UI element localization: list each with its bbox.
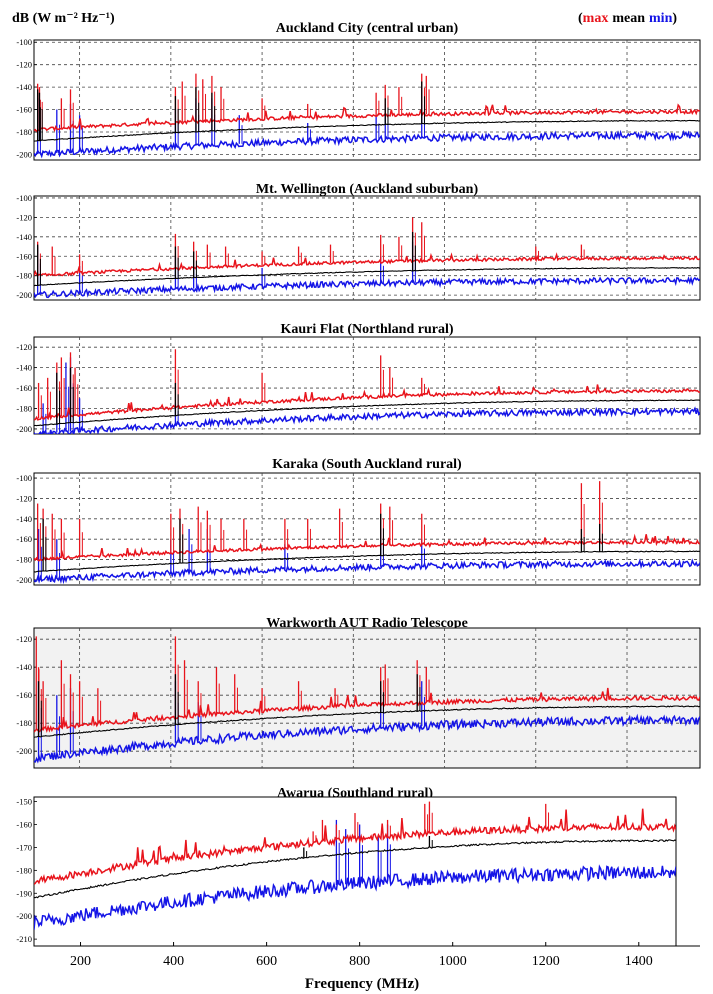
y-tick-label: -200 <box>16 424 32 434</box>
x-tick-label: 1000 <box>439 954 467 969</box>
y-tick-label: -160 <box>16 820 32 830</box>
series-mean-trace <box>34 119 700 142</box>
series-mean-trace <box>34 550 700 573</box>
y-tick-label: -100 <box>16 37 32 47</box>
series-min-trace <box>34 864 676 930</box>
y-tick-label: -160 <box>16 690 32 700</box>
y-tick-label: -190 <box>16 888 32 898</box>
legend-max: max <box>583 11 609 26</box>
y-tick-label: -180 <box>16 718 32 728</box>
y-tick-label: -140 <box>16 232 32 242</box>
y-tick-label: -200 <box>16 575 32 585</box>
panel-2: Mt. Wellington (Auckland suburban) -100 -1… <box>16 182 701 301</box>
y-tick-label: -200 <box>16 290 32 300</box>
y-tick-label: -120 <box>16 634 32 644</box>
y-tick-label: -160 <box>16 383 32 393</box>
panel-title: Mt. Wellington (Auckland suburban) <box>256 182 479 197</box>
panel-4: Karaka (South Auckland rural) -100 -120 -14… <box>16 457 701 586</box>
series-min-trace <box>34 713 700 764</box>
panel-title: Kauri Flat (Northland rural) <box>280 322 453 337</box>
y-tick-label: -180 <box>16 555 32 565</box>
series-mean-trace <box>34 399 700 427</box>
panel-3: Kauri Flat (Northland rural) -120 -140 -160… <box>16 322 701 435</box>
y-tick-label: -120 <box>16 212 32 222</box>
y-tick-label: -140 <box>16 82 32 92</box>
y-tick-label: -160 <box>16 251 32 261</box>
x-axis: 200 400 600 800 1000 1200 1400 <box>70 942 700 969</box>
y-tick-label: -140 <box>16 363 32 373</box>
y-tick-label: -180 <box>16 865 32 875</box>
series-mean-trace <box>34 705 700 738</box>
legend-mean: mean <box>612 11 645 26</box>
panel-title: Warkworth AUT Radio Telescope <box>266 616 468 631</box>
y-tick-label: -120 <box>16 342 32 352</box>
panel-1: Auckland City (central urban) -100 -120 -14… <box>16 21 701 161</box>
series-max-trace <box>34 687 700 734</box>
x-tick-label: 1400 <box>625 954 653 969</box>
y-tick-label: -210 <box>16 934 32 944</box>
series-min-trace <box>34 406 700 434</box>
series-min-trace <box>34 558 700 585</box>
panel-5: Warkworth AUT Radio Telescope -120 -140 -16… <box>16 616 701 769</box>
plot-frame <box>33 336 701 435</box>
series-mean-trace <box>34 839 676 899</box>
plot-frame <box>33 39 701 161</box>
series-mean-trace <box>34 267 700 287</box>
y-tick-label: -200 <box>16 911 32 921</box>
series-max-trace <box>34 384 700 421</box>
legend-label: (max mean min) <box>578 11 677 26</box>
y-units-label: dB (W m⁻² Hz⁻¹) <box>12 11 115 26</box>
panel-6: Awarua (Southland rural)-150-160-170-180… <box>16 786 677 947</box>
x-tick-label: 1200 <box>532 954 560 969</box>
y-tick-label: -120 <box>16 60 32 70</box>
y-tick-label: -200 <box>16 149 32 159</box>
y-tick-label: -100 <box>16 473 32 483</box>
y-tick-label: -120 <box>16 493 32 503</box>
panel-title: Karaka (South Auckland rural) <box>272 457 462 472</box>
panel-title: Auckland City (central urban) <box>276 21 459 36</box>
series-max-trace <box>34 252 700 277</box>
series-max-trace <box>34 103 700 133</box>
y-tick-label: -100 <box>16 193 32 203</box>
y-tick-label: -180 <box>16 127 32 137</box>
x-tick-label: 400 <box>163 954 184 969</box>
y-tick-label: -170 <box>16 842 32 852</box>
series-max-trace <box>34 533 700 562</box>
y-tick-label: -200 <box>16 746 32 756</box>
panels: Auckland City (central urban) -100 -120 -14… <box>16 21 701 947</box>
legend-min: min <box>649 11 673 26</box>
y-tick-label: -160 <box>16 105 32 115</box>
y-tick-label: -150 <box>16 797 32 807</box>
y-tick-label: -180 <box>16 403 32 413</box>
y-tick-label: -140 <box>16 514 32 524</box>
x-axis-label: Frequency (MHz) <box>305 976 419 992</box>
y-tick-label: -180 <box>16 271 32 281</box>
x-tick-label: 600 <box>256 954 277 969</box>
legend-close-paren: ) <box>672 11 677 26</box>
y-tick-label: -160 <box>16 534 32 544</box>
series-min-trace <box>34 129 700 159</box>
series-min-trace <box>34 275 700 299</box>
legend-open-paren: ( <box>578 11 583 26</box>
x-tick-label: 200 <box>70 954 91 969</box>
y-tick-label: -140 <box>16 662 32 672</box>
x-tick-label: 800 <box>349 954 370 969</box>
